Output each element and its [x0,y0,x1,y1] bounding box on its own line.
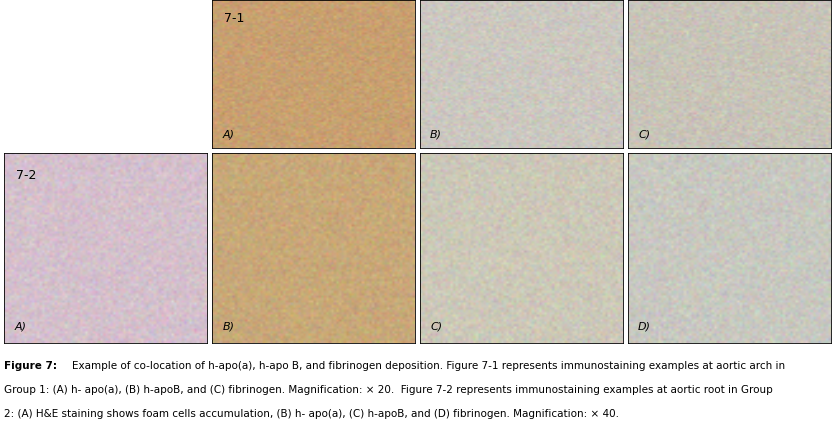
Text: C): C) [638,130,650,139]
Text: C): C) [430,322,443,331]
Text: A): A) [222,130,235,139]
Text: 7-2: 7-2 [17,169,37,181]
Text: D): D) [638,322,651,331]
Text: B): B) [222,322,235,331]
Text: 2: (A) H&E staining shows foam cells accumulation, (B) h- apo(a), (C) h-apoB, an: 2: (A) H&E staining shows foam cells acc… [4,409,620,419]
Text: A): A) [14,322,27,331]
Text: Group 1: (A) h- apo(a), (B) h-apoB, and (C) fibrinogen. Magnification: × 20.  Fi: Group 1: (A) h- apo(a), (B) h-apoB, and … [4,385,773,395]
Text: Example of co-location of h-apo(a), h-apo B, and fibrinogen deposition. Figure 7: Example of co-location of h-apo(a), h-ap… [72,361,785,371]
Text: B): B) [430,130,443,139]
Text: 7-1: 7-1 [225,12,245,25]
Text: Figure 7:: Figure 7: [4,361,57,371]
